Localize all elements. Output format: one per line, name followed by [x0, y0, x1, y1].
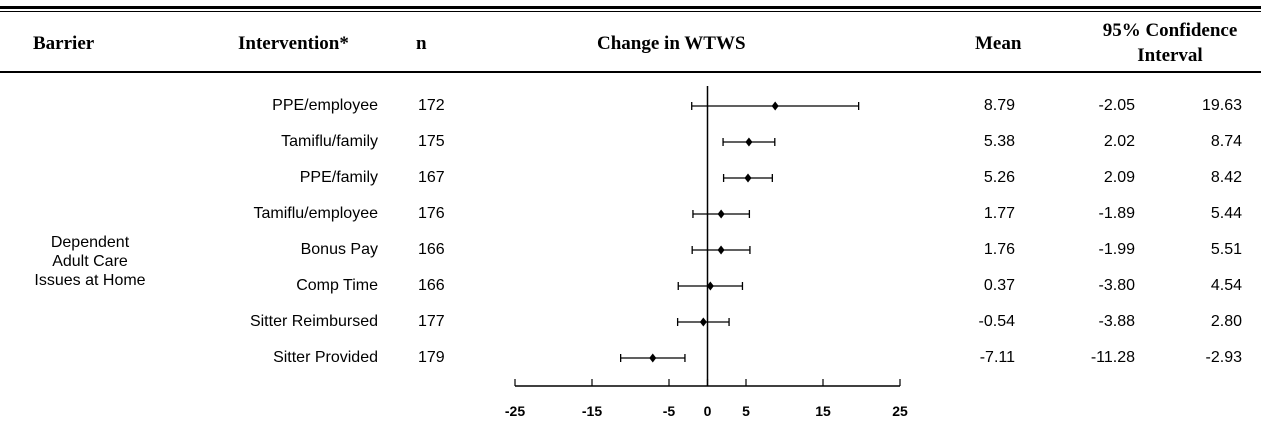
table-row-ci-upper: 19.63: [1201, 97, 1242, 114]
table-row-n: 176: [418, 205, 445, 222]
header-mean: Mean: [975, 33, 1022, 54]
mean-diamond-marker: [649, 353, 657, 363]
table-row-n: 177: [418, 313, 445, 330]
table-row-ci-upper: 5.44: [1210, 205, 1242, 222]
table-row-ci-lower: -1.89: [1098, 205, 1135, 222]
x-axis-tick-label: 5: [742, 403, 750, 419]
table-row-intervention: Sitter Reimbursed: [249, 313, 378, 330]
header-bottom-rule: [0, 71, 1261, 73]
header-change-in-wtws: Change in WTWS: [597, 33, 746, 54]
table-row-mean: 5.26: [983, 169, 1015, 186]
table-row-n: 166: [418, 277, 445, 294]
table-row-n: 167: [418, 169, 445, 186]
mean-diamond-marker: [771, 101, 779, 111]
table-row-mean: 5.38: [983, 133, 1015, 150]
table-row-ci-upper: -2.93: [1205, 349, 1242, 366]
x-axis-tick-label: -15: [582, 403, 602, 419]
header-barrier: Barrier: [33, 33, 95, 54]
table-row-mean: 0.37: [983, 277, 1015, 294]
x-axis-tick-label: 25: [892, 403, 908, 419]
table-row-ci-lower: -2.05: [1098, 97, 1135, 114]
table-row-mean: -7.11: [979, 349, 1015, 366]
header-n: n: [416, 33, 427, 54]
table-row-ci-upper: 8.42: [1210, 169, 1242, 186]
table-row-ci-lower: -11.28: [1090, 349, 1135, 366]
table-row-mean: 8.79: [983, 97, 1015, 114]
table-row-ci-lower: -1.99: [1098, 241, 1135, 258]
mean-diamond-marker: [706, 281, 714, 291]
table-row-ci-upper: 4.54: [1210, 277, 1242, 294]
header-confidence-interval-line1: 95% Confidence: [1102, 20, 1238, 41]
table-row-intervention: Sitter Provided: [273, 349, 378, 366]
table-row-intervention: Bonus Pay: [300, 241, 378, 258]
mean-diamond-marker: [699, 317, 707, 327]
table-row-mean: -0.54: [978, 313, 1015, 330]
table-row-n: 166: [418, 241, 445, 258]
header-top-rule-thick: [0, 6, 1261, 9]
table-row-mean: 1.76: [983, 241, 1015, 258]
x-axis-tick-label: 0: [704, 403, 712, 419]
table-row-mean: 1.77: [983, 205, 1015, 222]
table-row-ci-upper: 8.74: [1210, 133, 1242, 150]
table-row-intervention: PPE/family: [299, 169, 378, 186]
table-row-ci-lower: -3.88: [1098, 313, 1135, 330]
x-axis-tick-label: -25: [505, 403, 525, 419]
barrier-label-line3: Issues at Home: [34, 272, 146, 289]
table-row-n: 175: [418, 133, 445, 150]
table-row-intervention: Comp Time: [296, 277, 378, 294]
mean-diamond-marker: [717, 245, 725, 255]
header-top-rule-thin: [0, 11, 1261, 12]
table-row-intervention: Tamiflu/family: [281, 133, 378, 150]
table-row-ci-upper: 2.80: [1210, 313, 1242, 330]
table-row-ci-lower: -3.80: [1098, 277, 1135, 294]
mean-diamond-marker: [717, 209, 725, 219]
table-row-ci-upper: 5.51: [1210, 241, 1242, 258]
mean-diamond-marker: [745, 137, 753, 147]
table-row-intervention: Tamiflu/employee: [253, 205, 379, 222]
table-row-ci-lower: 2.02: [1103, 133, 1135, 150]
x-axis-tick-label: 15: [815, 403, 831, 419]
x-axis-tick-label: -5: [663, 403, 676, 419]
table-row-n: 179: [418, 349, 445, 366]
barrier-label-line2: Adult Care: [52, 253, 128, 270]
table-row-n: 172: [418, 97, 445, 114]
header-intervention: Intervention*: [238, 33, 349, 54]
table-row-intervention: PPE/employee: [272, 97, 378, 114]
barrier-label-line1: Dependent: [50, 234, 130, 251]
mean-diamond-marker: [744, 173, 752, 183]
header-confidence-interval-line2: Interval: [1137, 45, 1203, 66]
table-row-ci-lower: 2.09: [1103, 169, 1135, 186]
